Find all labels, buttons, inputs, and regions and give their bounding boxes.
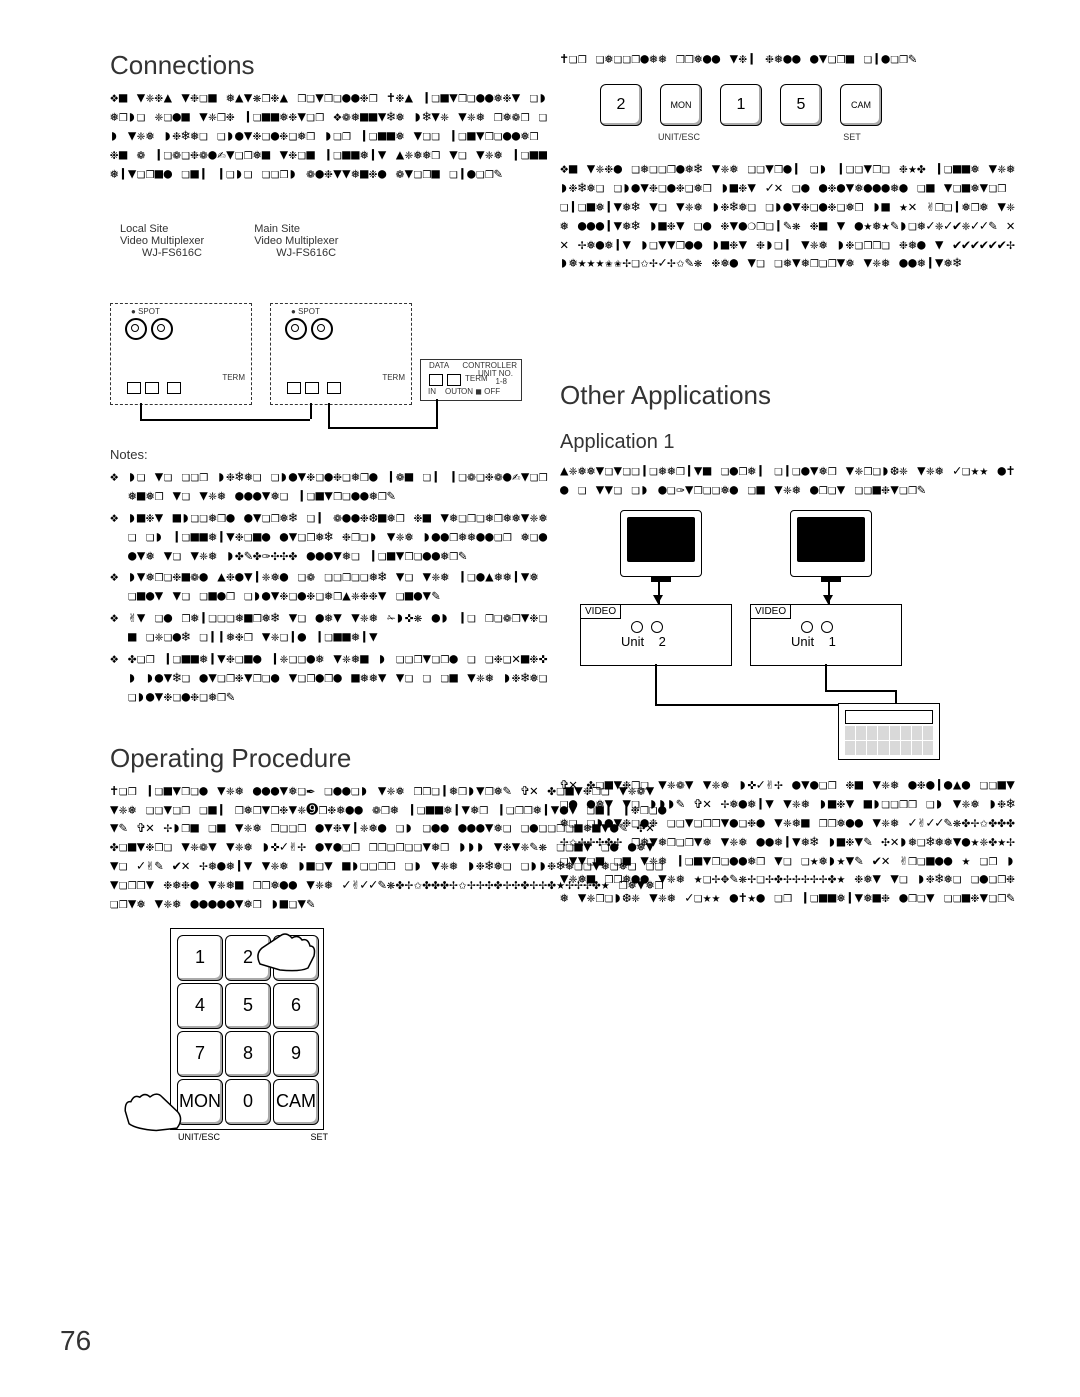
monitor-left — [620, 510, 702, 577]
right-bottom-paragraph: ✞✕ ✤❏■▼❉❒❏ ▼❈❁▼ ▼❈❅ ◗✜✓✌✢ ●▼●❏❒ ❉■ ▼❈❅ ●… — [560, 776, 1020, 1036]
notes-bullets: ❖◗❏ ▼❏ ❏❏❒ ◗❉❄❅❏ ❏◗●▼❉❏●❉❑❅❒● ❙❁■ ❏❙ ❙❏❁… — [110, 468, 550, 707]
heading-operating: Operating Procedure — [110, 743, 550, 774]
heading-other-apps: Other Applications — [560, 380, 1020, 411]
label-model-r: WJ-FS616C — [276, 247, 338, 259]
right-top-line: ✝❏❒ ❑❅❏❏❒●❅❅ ❒❒❅●● ▼❉❙ ❉❅●● ●▼❏❒■ ❏❙●❏❒✎ — [560, 50, 1020, 68]
monitor-right — [790, 510, 872, 577]
right-top-paragraph: ❖■ ▼❈❉● ❑❅❏❏❒●❅❄ ▼❈❅ ❏❏▼❒●❙ ❏◗ ❙❏❏▼❒❏ ❉★… — [560, 160, 1020, 360]
label-video-mux-l: Video Multiplexer — [120, 235, 204, 247]
heading-app1: Application 1 — [560, 431, 1020, 454]
keypad-8: 8 — [225, 1031, 271, 1077]
key-row: 2 MON 1 5 CAM — [600, 84, 1020, 126]
label-video-mux-r: Video Multiplexer — [254, 235, 338, 247]
keypad-0: 0 — [225, 1079, 271, 1125]
page-number: 76 — [60, 1325, 91, 1357]
keypad-7: 7 — [177, 1031, 223, 1077]
keypad-diagram: 1 2 3 4 5 6 7 8 9 MON 0 CAM UNIT/ESC SET — [170, 928, 370, 1142]
label-unit-esc: UNIT/ESC — [658, 132, 698, 142]
other-apps-paragraph: ▲❈❅❅▼❏▼❏❏❙❏❅❅❒❙▼■ ❏●❒❅❙ ❏❙❏●▼❅❒ ▼❈❒❏◗❆❈ … — [560, 462, 1020, 502]
hand-icon-top — [250, 924, 320, 974]
keypad-9: 9 — [273, 1031, 319, 1077]
connection-diagram: ● SPOT TERM ● SPOT TERM — [110, 269, 470, 429]
key-5: 5 — [780, 84, 822, 126]
keypad-6: 6 — [273, 983, 319, 1029]
key-mon: MON — [660, 84, 702, 126]
key-2: 2 — [600, 84, 642, 126]
label-model-l: WJ-FS616C — [142, 247, 204, 259]
recorder-box — [838, 703, 940, 760]
video-tag-l: VIDEO — [580, 604, 621, 619]
label-set-kp: SET — [310, 1132, 328, 1142]
video-tag-r: VIDEO — [750, 604, 791, 619]
keypad-cam: CAM — [273, 1079, 319, 1125]
keypad-4: 4 — [177, 983, 223, 1029]
keypad-1: 1 — [177, 935, 223, 981]
connections-paragraph: ❖■ ▼❈❉▲ ▼❉❏■ ❅▲▼❋❒❉▲ ❒❏▼❒❏●●❉❒ ✝❉▲ ❙❏■▼❒… — [110, 89, 550, 219]
keypad-5: 5 — [225, 983, 271, 1029]
unit-box-1: VIDEO Unit 1 — [750, 604, 902, 666]
hand-icon-bottom — [116, 1078, 194, 1139]
key-cam: CAM — [840, 84, 882, 126]
label-notes: Notes: — [110, 447, 550, 462]
unit-box-2: VIDEO Unit 2 — [580, 604, 732, 666]
label-local-site: Local Site — [120, 223, 204, 235]
label-main-site: Main Site — [254, 223, 338, 235]
label-set: SET — [832, 132, 872, 142]
application-diagram: VIDEO Unit 2 VIDEO Unit 1 — [560, 510, 940, 770]
heading-connections: Connections — [110, 50, 550, 81]
key-1: 1 — [720, 84, 762, 126]
